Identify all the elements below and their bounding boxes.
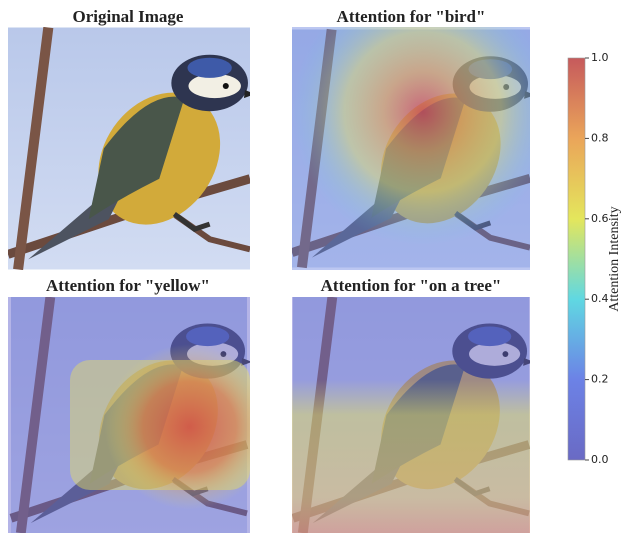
tick-label: 0.8 (591, 131, 609, 144)
image-attention-bird (292, 27, 535, 270)
colorbar-label: Attention Intensity (607, 206, 622, 311)
tick-label: 0.4 (591, 292, 609, 305)
tick-label: 0.0 (591, 453, 609, 466)
image-attention-tree (292, 297, 534, 533)
panel-title: Attention for "on a tree" (321, 276, 502, 295)
panel-title: Attention for "yellow" (46, 276, 210, 295)
tick-label: 0.2 (591, 373, 609, 386)
panel-title: Original Image (73, 7, 184, 26)
colorbar (568, 58, 585, 460)
colorbar-ticks: 0.0 0.2 0.4 0.6 0.8 1.0 (585, 51, 609, 466)
image-original (8, 28, 255, 270)
panel-title: Attention for "bird" (337, 7, 486, 26)
image-attention-yellow (8, 297, 252, 533)
tick-label: 0.6 (591, 212, 609, 225)
figure: Original Image Attention for "bird" Atte… (0, 0, 622, 535)
tick-label: 1.0 (591, 51, 609, 64)
